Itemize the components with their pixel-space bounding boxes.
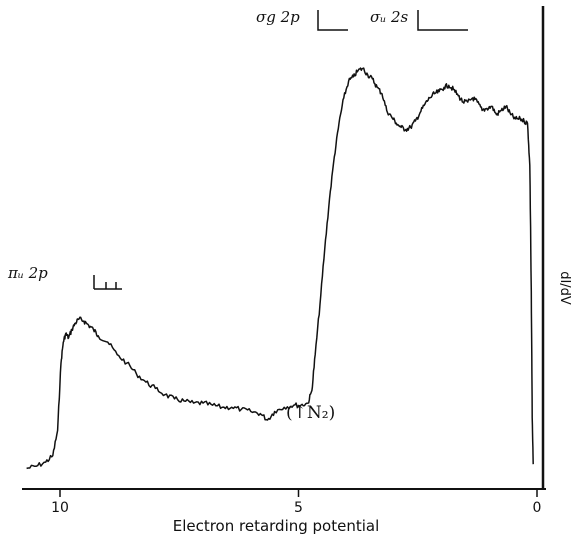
x-axis-ticks: 10 5 0 bbox=[51, 489, 541, 516]
x-tick-label-0: 10 bbox=[51, 500, 69, 516]
annotation-sigma-u-2s: σᵤ 2s bbox=[370, 8, 409, 26]
x-tick-label-1: 5 bbox=[294, 500, 303, 516]
annotations: πᵤ 2p σg 2p σᵤ 2s (↑N₂) bbox=[7, 8, 468, 423]
x-axis-title: Electron retarding potential bbox=[173, 517, 380, 535]
annotation-sigma-g-2p-bracket bbox=[317, 10, 348, 31]
annotation-sigma-g-2p: σg 2p bbox=[256, 8, 300, 26]
annotation-pi-u-2p: πᵤ 2p bbox=[7, 264, 48, 282]
annotation-pi-u-2p-bracket bbox=[93, 275, 122, 290]
annotation-n2: (↑N₂) bbox=[286, 403, 335, 423]
annotation-sigma-u-2s-bracket bbox=[417, 10, 468, 31]
x-tick-label-2: 0 bbox=[533, 500, 542, 516]
y-axis-title: dI/dV bbox=[557, 271, 572, 305]
spectrum-curve bbox=[26, 67, 534, 470]
